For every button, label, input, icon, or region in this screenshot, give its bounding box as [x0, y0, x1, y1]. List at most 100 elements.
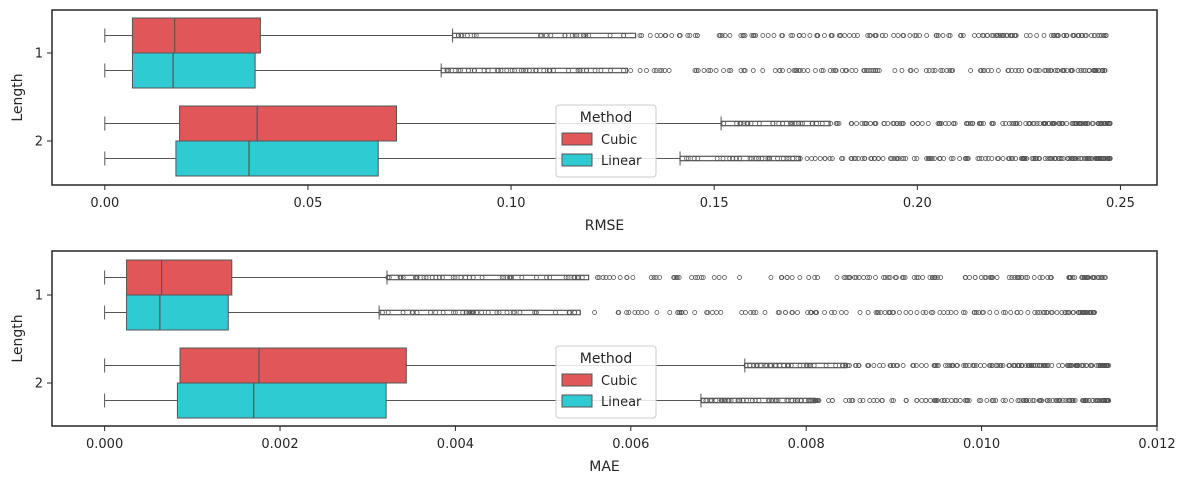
outlier-point — [615, 310, 621, 315]
outlier-point — [1072, 398, 1078, 403]
outlier-point — [900, 363, 906, 368]
outlier-point — [1019, 68, 1025, 73]
outlier-point — [1089, 363, 1095, 368]
outlier-point — [1034, 33, 1040, 38]
outlier-point — [1000, 398, 1006, 403]
outlier-point — [653, 68, 659, 73]
outlier-point — [828, 121, 834, 126]
outlier-point — [815, 398, 821, 403]
outlier-point — [1000, 121, 1006, 126]
outlier-point — [1045, 398, 1051, 403]
outlier-point — [938, 68, 944, 73]
outlier-point — [481, 68, 487, 73]
outlier-point — [1081, 68, 1086, 73]
outlier-point — [603, 275, 609, 280]
outlier-point — [458, 275, 464, 280]
outlier-point — [927, 398, 933, 403]
outlier-point — [910, 121, 915, 126]
outlier-point — [553, 310, 558, 315]
outlier-point — [927, 275, 933, 280]
outlier-point — [1067, 363, 1073, 368]
outlier-point — [811, 363, 817, 368]
outlier-point — [717, 33, 723, 38]
outlier-point — [465, 68, 471, 73]
outlier-point — [1008, 310, 1014, 315]
outlier-point — [713, 68, 719, 73]
outlier-point — [742, 68, 748, 73]
outlier-point — [957, 398, 963, 403]
outlier-point — [1031, 275, 1037, 280]
outlier-point — [894, 121, 900, 126]
outlier-point — [891, 121, 897, 126]
outlier-point — [677, 33, 683, 38]
outlier-point — [962, 310, 968, 315]
outlier-point — [863, 121, 869, 126]
outlier-point — [867, 275, 873, 280]
outlier-point — [1006, 275, 1012, 280]
outlier-point — [714, 310, 719, 315]
outlier-point — [648, 275, 654, 280]
outlier-point — [991, 33, 997, 38]
outlier-point — [703, 398, 709, 403]
y-tick-label: 1 — [35, 47, 43, 62]
box-linear-length-2 — [104, 382, 1112, 419]
outlier-point — [647, 33, 653, 38]
outlier-point — [1091, 68, 1097, 73]
outlier-point — [548, 33, 554, 38]
outlier-point — [756, 398, 762, 403]
outlier-point — [862, 68, 867, 73]
outlier-point — [1075, 68, 1081, 73]
outlier-point — [1076, 121, 1082, 126]
outlier-point — [1027, 33, 1033, 38]
outlier-point — [976, 310, 982, 315]
outlier-point — [653, 275, 659, 280]
outlier-point — [1013, 68, 1019, 73]
outlier-point — [861, 275, 866, 280]
box-linear-length-1 — [104, 52, 1108, 89]
outlier-point — [1061, 68, 1067, 73]
outlier-point — [1017, 121, 1023, 126]
outlier-point — [750, 68, 756, 73]
outlier-point — [949, 68, 955, 73]
outlier-point — [1031, 156, 1037, 161]
outlier-point — [879, 33, 885, 38]
outlier-point — [667, 310, 673, 315]
outlier-point — [882, 275, 888, 280]
outlier-point — [1034, 121, 1040, 126]
iqr-box — [131, 17, 261, 54]
outlier-point — [945, 310, 951, 315]
outlier-point — [1054, 398, 1060, 403]
outlier-point — [1019, 275, 1024, 280]
outlier-point — [839, 156, 844, 161]
outlier-point — [728, 68, 734, 73]
outlier-point — [807, 33, 813, 38]
outlier-point — [907, 68, 913, 73]
outlier-point — [776, 310, 782, 315]
outlier-point — [894, 156, 900, 161]
outlier-point — [753, 310, 759, 315]
outlier-point — [788, 33, 794, 38]
outlier-point — [572, 310, 578, 315]
outlier-point — [1031, 121, 1037, 126]
outlier-point — [991, 398, 997, 403]
iqr-box — [131, 52, 256, 89]
outlier-point — [1086, 398, 1092, 403]
outlier-point — [400, 310, 406, 315]
outlier-point — [1095, 33, 1101, 38]
outlier-point — [947, 33, 953, 38]
outlier-point — [943, 363, 948, 368]
x-tick-label: 0.010 — [963, 437, 1000, 452]
iqr-box — [175, 140, 379, 177]
legend-label-linear: Linear — [601, 395, 642, 410]
legend-label-cubic: Cubic — [601, 133, 637, 148]
outlier-point — [875, 310, 881, 315]
outlier-point — [907, 33, 913, 38]
outlier-point — [881, 121, 887, 126]
outlier-point — [1096, 121, 1101, 126]
outlier-point — [1041, 33, 1047, 38]
outlier-point — [1046, 121, 1052, 126]
outlier-point — [911, 275, 917, 280]
legend-swatch-cubic — [561, 373, 593, 387]
outlier-point — [592, 68, 598, 73]
outlier-point — [662, 68, 668, 73]
